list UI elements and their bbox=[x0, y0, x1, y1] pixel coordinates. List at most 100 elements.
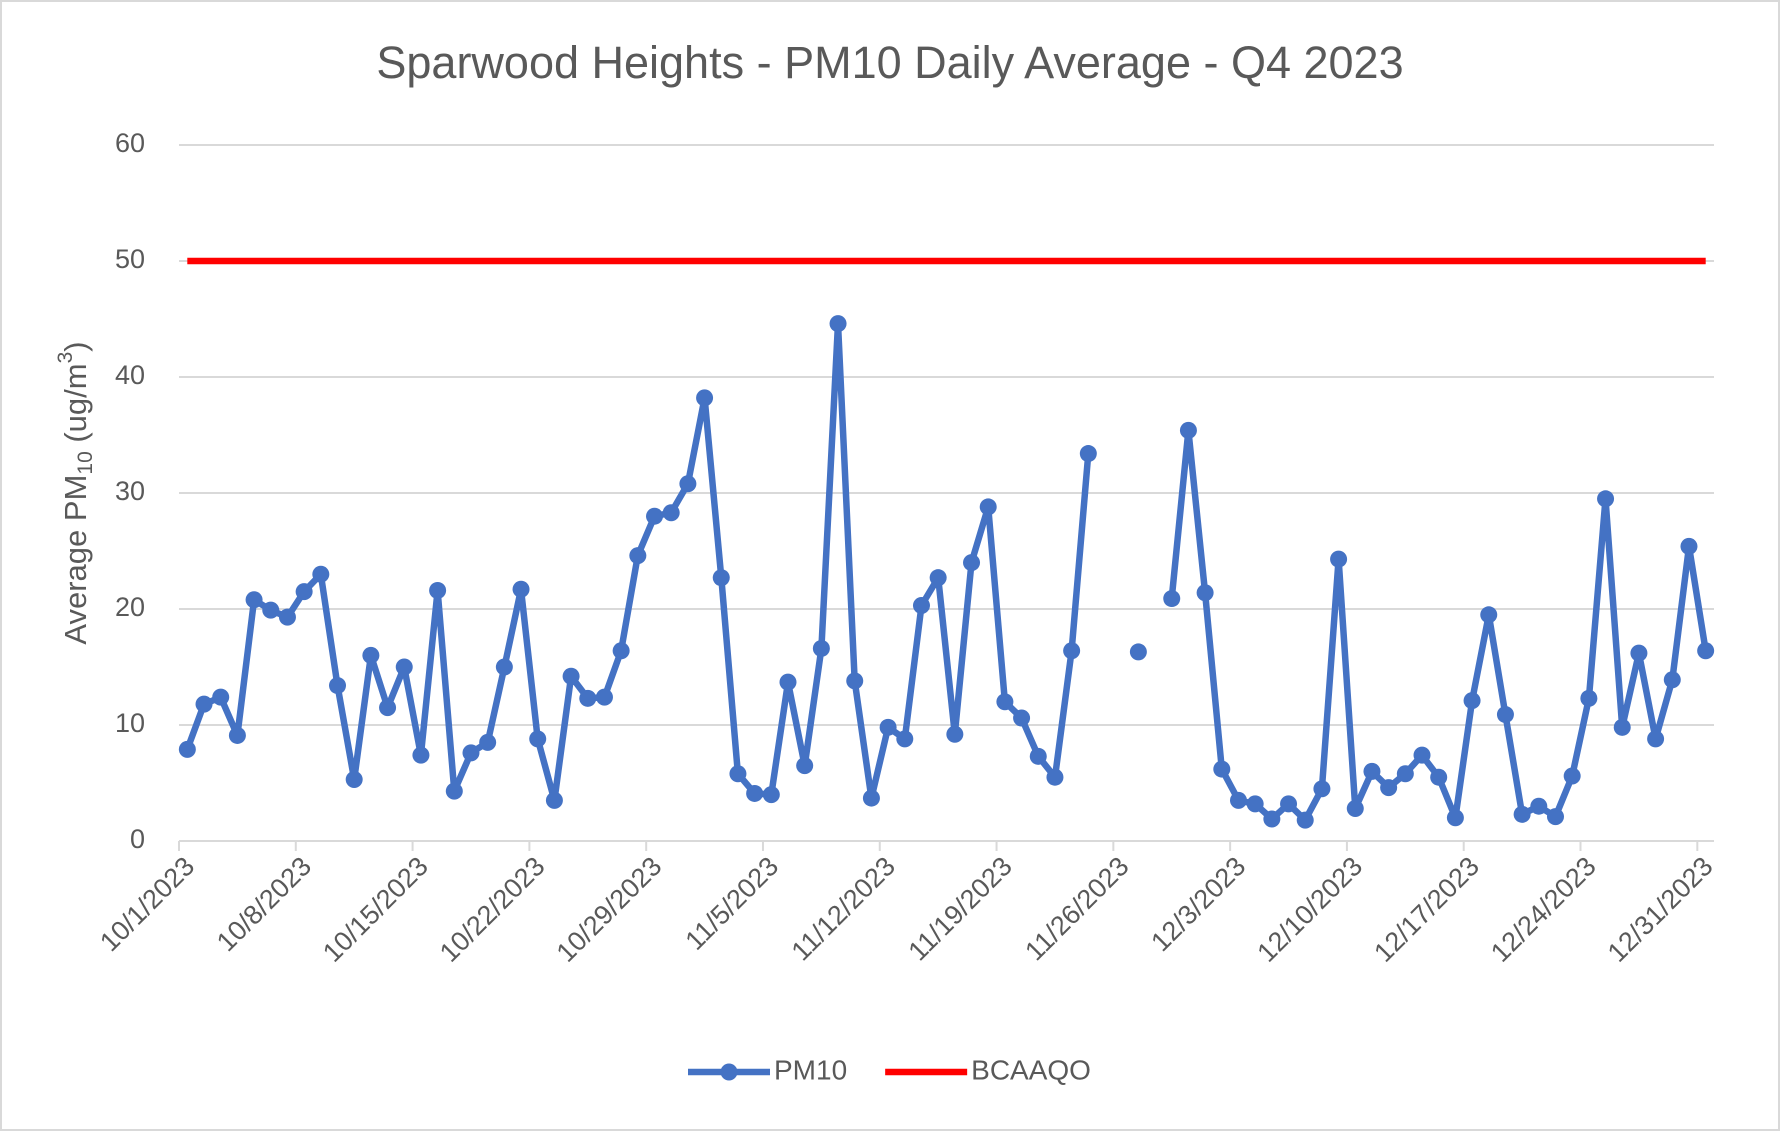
point-marker bbox=[1029, 747, 1047, 765]
point-marker bbox=[612, 642, 630, 660]
y-label-sup: 3 bbox=[54, 352, 77, 364]
point-marker bbox=[646, 507, 664, 525]
y-label-sub: 10 bbox=[74, 451, 97, 474]
point-marker bbox=[879, 718, 897, 736]
point-marker bbox=[963, 554, 981, 572]
point-marker bbox=[929, 569, 947, 587]
point-marker bbox=[345, 771, 363, 789]
point-marker bbox=[1129, 643, 1147, 661]
y-axis-label: Average PM10 (ug/m3) bbox=[54, 341, 97, 644]
point-marker bbox=[762, 786, 780, 804]
point-marker bbox=[679, 475, 697, 493]
point-marker bbox=[412, 746, 430, 764]
point-marker bbox=[1563, 767, 1581, 785]
point-marker bbox=[1213, 760, 1231, 778]
point-marker bbox=[212, 688, 230, 706]
point-marker bbox=[1630, 644, 1648, 662]
point-marker bbox=[1413, 746, 1431, 764]
point-marker bbox=[1263, 810, 1281, 828]
point-marker bbox=[1680, 537, 1698, 555]
point-marker bbox=[812, 639, 830, 657]
point-marker bbox=[662, 504, 680, 522]
point-marker bbox=[329, 677, 347, 695]
point-marker bbox=[1580, 689, 1598, 707]
point-marker bbox=[1063, 642, 1081, 660]
point-marker bbox=[545, 791, 563, 809]
y-tick-label: 30 bbox=[115, 476, 145, 506]
point-marker bbox=[1647, 730, 1665, 748]
point-marker bbox=[779, 673, 797, 691]
point-marker bbox=[178, 740, 196, 758]
point-marker bbox=[912, 597, 930, 615]
point-marker bbox=[278, 608, 296, 626]
point-marker bbox=[1330, 550, 1348, 568]
point-marker bbox=[579, 689, 597, 707]
point-marker bbox=[1013, 709, 1031, 727]
point-marker bbox=[1496, 706, 1514, 724]
point-marker bbox=[796, 757, 814, 775]
point-marker bbox=[1597, 490, 1615, 508]
point-marker bbox=[1546, 808, 1564, 826]
y-label-text: (ug/m bbox=[58, 363, 93, 451]
point-marker bbox=[896, 730, 914, 748]
legend-label: BCAAQO bbox=[971, 1054, 1091, 1085]
point-marker bbox=[445, 782, 463, 800]
point-marker bbox=[1697, 642, 1715, 660]
point-marker bbox=[946, 725, 964, 743]
point-marker bbox=[1613, 718, 1631, 736]
point-marker bbox=[1396, 765, 1414, 783]
point-marker bbox=[1663, 671, 1681, 689]
point-marker bbox=[1446, 809, 1464, 827]
point-marker bbox=[1229, 791, 1247, 809]
point-marker bbox=[1363, 762, 1381, 780]
point-marker bbox=[829, 315, 847, 333]
point-marker bbox=[512, 580, 530, 598]
point-marker bbox=[245, 591, 263, 609]
y-tick-label: 20 bbox=[115, 592, 145, 622]
point-marker bbox=[1179, 421, 1197, 439]
point-marker bbox=[979, 498, 997, 516]
point-marker bbox=[562, 667, 580, 685]
point-marker bbox=[228, 726, 246, 744]
point-marker bbox=[1163, 590, 1181, 608]
legend-marker bbox=[720, 1063, 738, 1081]
point-marker bbox=[1380, 779, 1398, 797]
point-marker bbox=[1246, 795, 1264, 813]
point-marker bbox=[395, 658, 413, 676]
point-marker bbox=[846, 672, 864, 690]
chart-title: Sparwood Heights - PM10 Daily Average - … bbox=[376, 37, 1403, 88]
point-marker bbox=[746, 784, 764, 802]
point-marker bbox=[362, 646, 380, 664]
point-marker bbox=[1513, 805, 1531, 823]
point-marker bbox=[479, 733, 497, 751]
point-marker bbox=[1430, 768, 1448, 786]
y-tick-label: 10 bbox=[115, 708, 145, 738]
point-marker bbox=[1296, 811, 1314, 829]
point-marker bbox=[195, 695, 213, 713]
point-marker bbox=[629, 547, 647, 565]
point-marker bbox=[262, 601, 280, 619]
y-tick-label: 0 bbox=[130, 824, 145, 854]
y-label-text: ) bbox=[58, 341, 93, 351]
y-tick-label: 60 bbox=[115, 128, 145, 158]
point-marker bbox=[1480, 606, 1498, 624]
point-marker bbox=[1280, 795, 1298, 813]
point-marker bbox=[996, 693, 1014, 711]
y-label-text: Average PM bbox=[58, 475, 93, 645]
point-marker bbox=[1530, 797, 1548, 815]
point-marker bbox=[595, 688, 613, 706]
legend-label: PM10 bbox=[774, 1054, 847, 1085]
point-marker bbox=[529, 730, 547, 748]
point-marker bbox=[429, 581, 447, 599]
point-marker bbox=[729, 765, 747, 783]
point-marker bbox=[1346, 800, 1364, 818]
point-marker bbox=[712, 569, 730, 587]
point-marker bbox=[495, 658, 513, 676]
point-marker bbox=[862, 789, 880, 807]
y-tick-label: 40 bbox=[115, 360, 145, 390]
point-marker bbox=[462, 744, 480, 762]
point-marker bbox=[1046, 768, 1064, 786]
point-marker bbox=[1313, 780, 1331, 798]
